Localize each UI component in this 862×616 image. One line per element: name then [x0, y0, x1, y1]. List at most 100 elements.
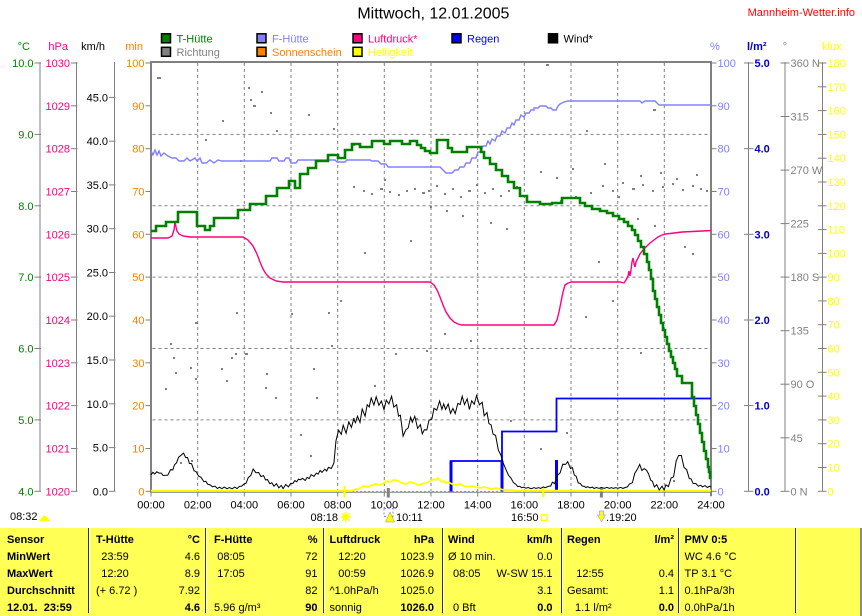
svg-text:F-Hütte: F-Hütte: [272, 33, 309, 45]
svg-text:6.0: 6.0: [18, 344, 33, 356]
svg-text:80: 80: [718, 144, 730, 156]
svg-text:min: min: [125, 41, 143, 53]
svg-text:10.0: 10.0: [12, 58, 33, 70]
svg-text:80: 80: [132, 144, 144, 156]
svg-text:140: 140: [828, 153, 846, 165]
svg-text:90: 90: [828, 272, 840, 284]
svg-text:hPa: hPa: [48, 41, 68, 53]
svg-text:1030: 1030: [46, 58, 70, 70]
svg-text:50: 50: [718, 272, 730, 284]
svg-text:70: 70: [132, 187, 144, 199]
svg-text:1025: 1025: [46, 272, 70, 284]
svg-text:0: 0: [138, 486, 144, 498]
svg-text:20.0: 20.0: [87, 311, 108, 323]
svg-text:20: 20: [718, 401, 730, 413]
svg-text:30: 30: [828, 415, 840, 427]
svg-text:130: 130: [828, 177, 846, 189]
svg-text:24:00: 24:00: [697, 500, 725, 512]
svg-text:60: 60: [132, 229, 144, 241]
svg-text:0: 0: [828, 486, 834, 498]
svg-text:1028: 1028: [46, 144, 70, 156]
svg-text:9.0: 9.0: [18, 129, 33, 141]
svg-text:1029: 1029: [46, 101, 70, 113]
svg-text:40: 40: [828, 391, 840, 403]
svg-text:45.0: 45.0: [87, 92, 108, 104]
svg-text:50: 50: [132, 272, 144, 284]
svg-text:40: 40: [132, 315, 144, 327]
svg-text:170: 170: [828, 82, 846, 94]
svg-text:15.0: 15.0: [87, 355, 108, 367]
svg-text:4.0: 4.0: [755, 144, 770, 156]
svg-text:8.0: 8.0: [18, 201, 33, 213]
svg-text:08:32: 08:32: [10, 511, 38, 523]
svg-text:70: 70: [828, 320, 840, 332]
svg-text:1021: 1021: [46, 444, 70, 456]
svg-text:T-Hütte: T-Hütte: [177, 33, 213, 45]
svg-text:270 W: 270 W: [791, 165, 823, 177]
svg-text:50: 50: [828, 367, 840, 379]
svg-text:3.0: 3.0: [755, 229, 770, 241]
svg-text:90 O: 90 O: [791, 379, 815, 391]
svg-text:60: 60: [718, 229, 730, 241]
svg-text:1022: 1022: [46, 401, 70, 413]
svg-text:1.0: 1.0: [755, 401, 770, 413]
svg-text:10: 10: [132, 444, 144, 456]
svg-text:Mannheim-Wetter.info: Mannheim-Wetter.info: [748, 7, 855, 19]
svg-text:20: 20: [132, 401, 144, 413]
svg-text:1024: 1024: [46, 315, 70, 327]
svg-text:08:18: 08:18: [310, 512, 338, 524]
svg-text:135: 135: [791, 326, 809, 338]
svg-text:0.0: 0.0: [93, 486, 108, 498]
svg-text:10:11: 10:11: [396, 512, 423, 524]
svg-text:22:00: 22:00: [651, 500, 679, 512]
svg-text:klux: klux: [822, 41, 842, 53]
svg-text:km/h: km/h: [81, 41, 105, 53]
svg-text:315: 315: [791, 112, 809, 124]
svg-text:5.0: 5.0: [93, 443, 108, 455]
svg-text:90: 90: [718, 101, 730, 113]
svg-text:°: °: [783, 41, 787, 53]
svg-text:225: 225: [791, 219, 809, 231]
svg-text:180 S: 180 S: [791, 272, 820, 284]
svg-text:10: 10: [828, 463, 840, 475]
svg-text:40: 40: [718, 315, 730, 327]
svg-text:1020: 1020: [46, 486, 70, 498]
svg-text:150: 150: [828, 129, 846, 141]
svg-text:100: 100: [718, 58, 736, 70]
svg-text:7.0: 7.0: [18, 272, 33, 284]
svg-text:30: 30: [132, 358, 144, 370]
svg-text:18:00: 18:00: [557, 500, 585, 512]
svg-text:90: 90: [132, 101, 144, 113]
svg-text:Luftdruck*: Luftdruck*: [368, 33, 418, 45]
svg-text:35.0: 35.0: [87, 180, 108, 192]
svg-text:60: 60: [828, 344, 840, 356]
svg-text:Helligkeit: Helligkeit: [368, 47, 413, 59]
svg-text:Mittwoch, 12.01.2005: Mittwoch, 12.01.2005: [357, 6, 509, 23]
svg-text:16:50: 16:50: [511, 512, 539, 524]
svg-text:100: 100: [126, 58, 144, 70]
svg-text:0: 0: [718, 486, 724, 498]
svg-text:180: 180: [828, 58, 846, 70]
svg-text:Richtung: Richtung: [177, 47, 220, 59]
svg-text:.19:20: .19:20: [606, 512, 637, 524]
svg-text:30: 30: [718, 358, 730, 370]
svg-text:1023: 1023: [46, 358, 70, 370]
svg-text:°C: °C: [18, 41, 30, 53]
svg-text:10: 10: [718, 444, 730, 456]
svg-text:10:00: 10:00: [371, 500, 399, 512]
svg-text:10.0: 10.0: [87, 399, 108, 411]
svg-text:Wind*: Wind*: [564, 33, 594, 45]
svg-text:5.0: 5.0: [18, 415, 33, 427]
svg-text:1026: 1026: [46, 229, 70, 241]
svg-text:Sonnenschein: Sonnenschein: [272, 47, 342, 59]
svg-text:00:00: 00:00: [137, 500, 165, 512]
svg-text:4.0: 4.0: [18, 486, 33, 498]
svg-text:45: 45: [791, 433, 803, 445]
svg-text:0.0: 0.0: [755, 486, 770, 498]
svg-text:06:00: 06:00: [277, 500, 305, 512]
svg-text:160: 160: [828, 106, 846, 118]
svg-text:l/m²: l/m²: [747, 41, 767, 53]
svg-text:360 N: 360 N: [791, 58, 820, 70]
svg-text:16:00: 16:00: [511, 500, 539, 512]
svg-text:20: 20: [828, 439, 840, 451]
